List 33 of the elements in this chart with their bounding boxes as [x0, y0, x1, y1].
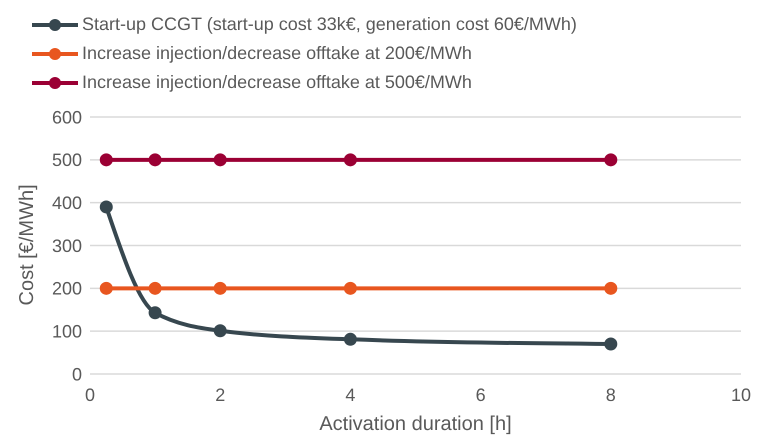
legend-label: Increase injection/decrease offtake at 200€/MWh: [82, 43, 472, 64]
x-axis-title: Activation duration [h]: [319, 413, 512, 435]
y-tick-label: 500: [52, 150, 82, 170]
y-axis-title: Cost [€/MWh]: [16, 184, 38, 306]
point: [214, 324, 227, 338]
point: [214, 282, 227, 295]
legend-label: Start-up CCGT (start-up cost 33k€, generation cost 60€/MWh): [82, 14, 577, 35]
point: [214, 153, 227, 166]
point: [100, 282, 113, 295]
point: [100, 200, 113, 214]
point: [148, 306, 162, 320]
x-tick-label: 6: [476, 384, 486, 405]
point: [344, 282, 357, 295]
x-tick-label: 0: [84, 384, 96, 405]
y-tick-label: 100: [52, 322, 82, 342]
point: [344, 332, 357, 346]
point: [604, 282, 618, 295]
legend-label: Increase injection/decrease offtake at 500€/MWh: [82, 72, 472, 93]
point: [604, 338, 618, 351]
x-tick-label: 10: [730, 384, 752, 405]
y-tick-label: 300: [52, 236, 82, 256]
point: [100, 153, 113, 166]
y-tick-label: 600: [52, 107, 82, 128]
point: [148, 282, 162, 295]
y-tick-label: 200: [52, 278, 82, 299]
y-tick-label: 400: [52, 193, 82, 214]
x-tick-label: 8: [606, 384, 616, 405]
y-tick-label: 0: [72, 364, 82, 384]
point: [148, 153, 162, 166]
point: [604, 153, 618, 166]
x-tick-label: 4: [345, 384, 356, 405]
x-tick-label: 2: [215, 384, 226, 405]
point: [344, 153, 357, 166]
